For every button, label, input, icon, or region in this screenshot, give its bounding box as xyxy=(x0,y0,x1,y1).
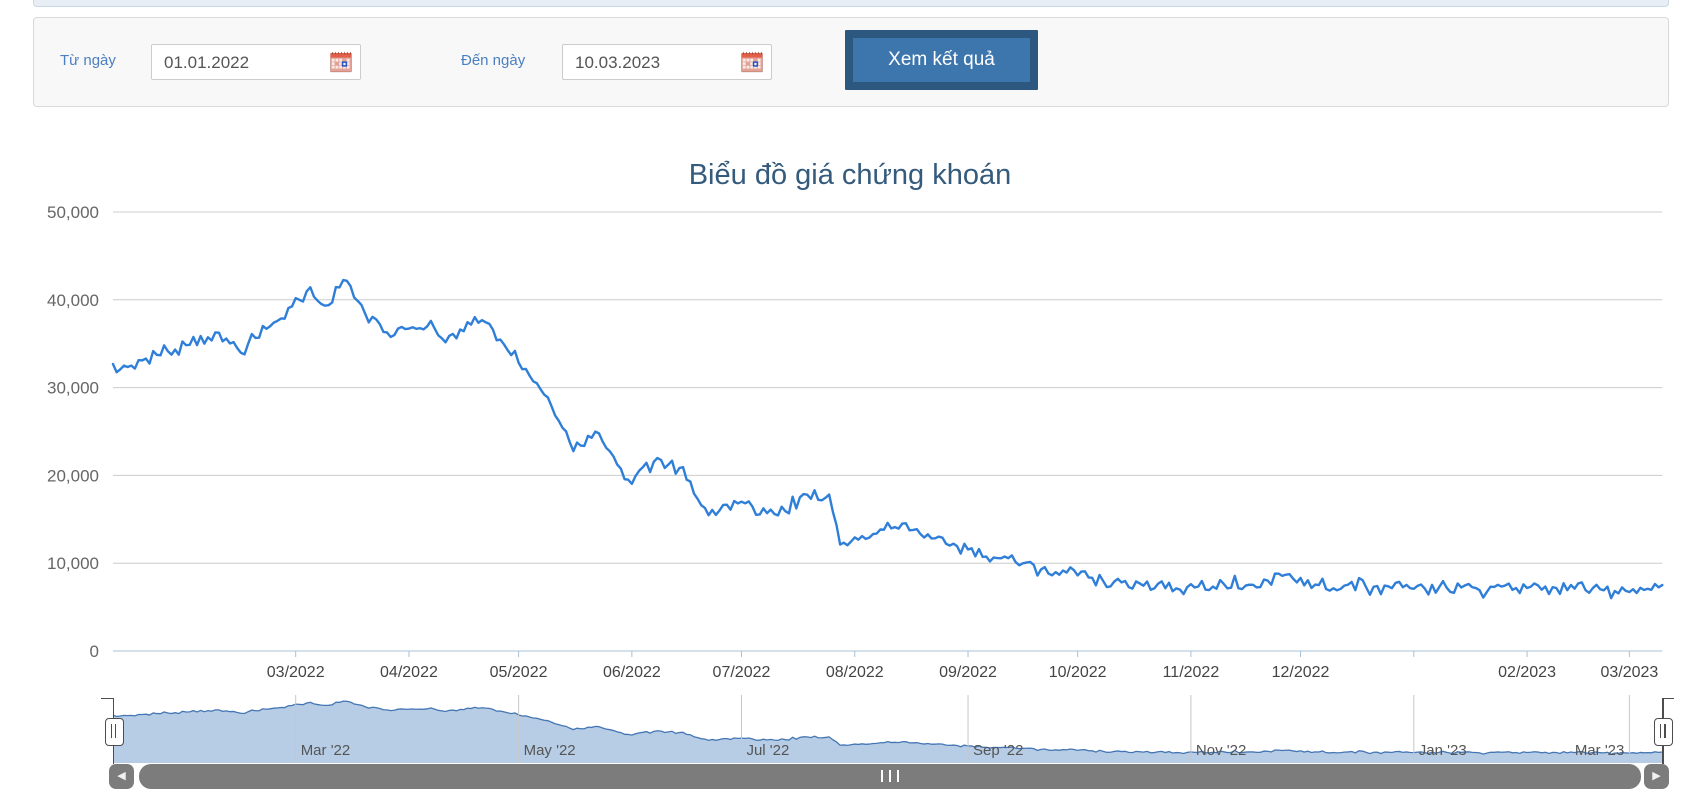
svg-text:10/2022: 10/2022 xyxy=(1049,664,1107,681)
svg-text:11/2022: 11/2022 xyxy=(1163,664,1220,681)
svg-text:03/2023: 03/2023 xyxy=(1600,664,1658,681)
svg-text:10,000: 10,000 xyxy=(47,554,99,573)
svg-text:08/2022: 08/2022 xyxy=(826,664,884,681)
svg-text:07/2022: 07/2022 xyxy=(713,664,771,681)
svg-text:12/2022: 12/2022 xyxy=(1272,664,1330,681)
svg-text:Mar '23: Mar '23 xyxy=(1575,742,1625,759)
svg-text:05/2022: 05/2022 xyxy=(490,664,548,681)
svg-text:Nov '22: Nov '22 xyxy=(1196,742,1246,759)
svg-text:03/2022: 03/2022 xyxy=(267,664,325,681)
svg-text:Mar '22: Mar '22 xyxy=(301,742,351,759)
svg-text:40,000: 40,000 xyxy=(47,291,99,310)
svg-text:04/2022: 04/2022 xyxy=(380,664,438,681)
svg-text:20,000: 20,000 xyxy=(47,466,99,485)
svg-text:May '22: May '22 xyxy=(524,742,576,759)
svg-text:30,000: 30,000 xyxy=(47,379,99,398)
svg-text:Sep '22: Sep '22 xyxy=(973,742,1023,759)
svg-text:Jul '22: Jul '22 xyxy=(746,742,789,759)
svg-text:09/2022: 09/2022 xyxy=(939,664,997,681)
svg-text:50,000: 50,000 xyxy=(47,203,99,222)
svg-text:06/2022: 06/2022 xyxy=(603,664,661,681)
svg-text:02/2023: 02/2023 xyxy=(1498,664,1556,681)
svg-text:0: 0 xyxy=(90,642,99,661)
svg-text:Jan '23: Jan '23 xyxy=(1419,742,1467,759)
